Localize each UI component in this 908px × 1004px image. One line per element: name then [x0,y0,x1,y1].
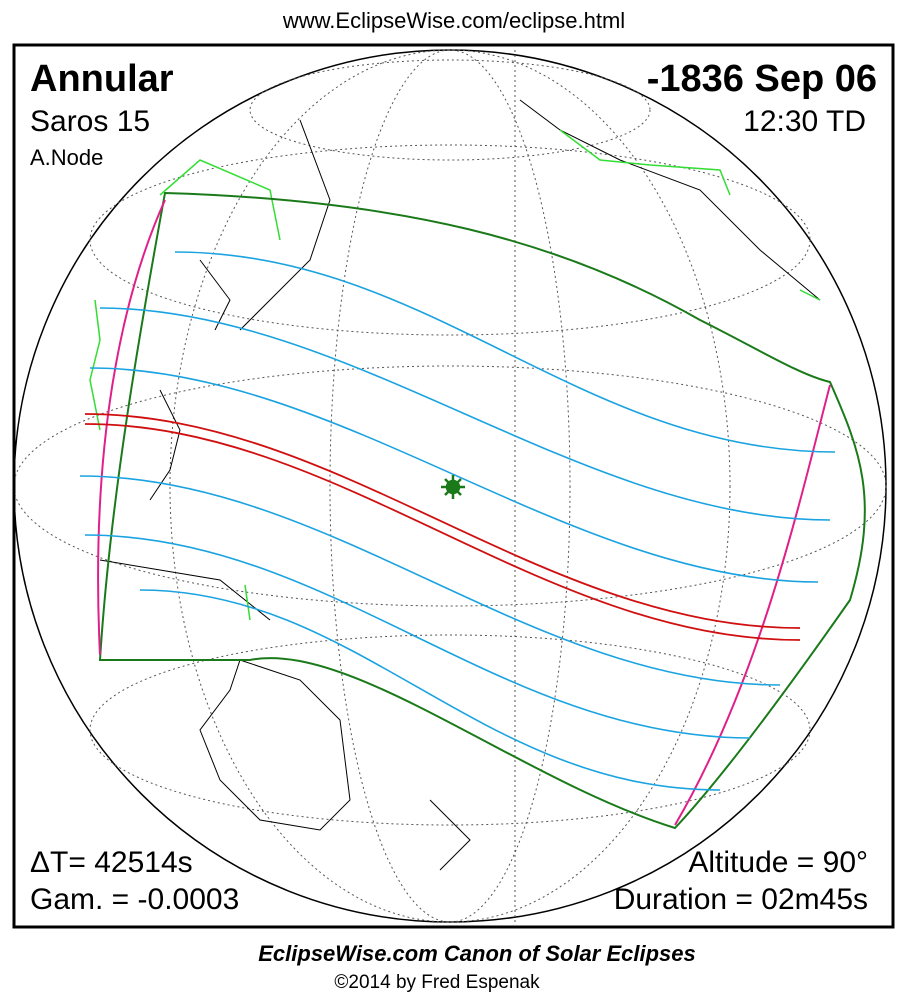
footer-title: EclipseWise.com Canon of Solar Eclipses [258,941,696,966]
copyright: ©2014 by Fred Espenak [334,972,540,993]
altitude: Altitude = 90° [688,846,868,879]
date: -1836 Sep 06 [647,58,877,100]
gamma: Gam. = -0.0003 [30,883,239,916]
greatest-eclipse [441,475,465,499]
saros: Saros 15 [30,105,150,138]
duration: Duration = 02m45s [614,883,868,916]
globe [15,49,887,925]
time: 12:30 TD [743,105,866,138]
url: www.EclipseWise.com/eclipse.html [282,8,625,33]
delta-t: ΔT= 42514s [30,846,193,879]
node: A.Node [30,145,103,170]
eclipse-type: Annular [30,58,174,100]
